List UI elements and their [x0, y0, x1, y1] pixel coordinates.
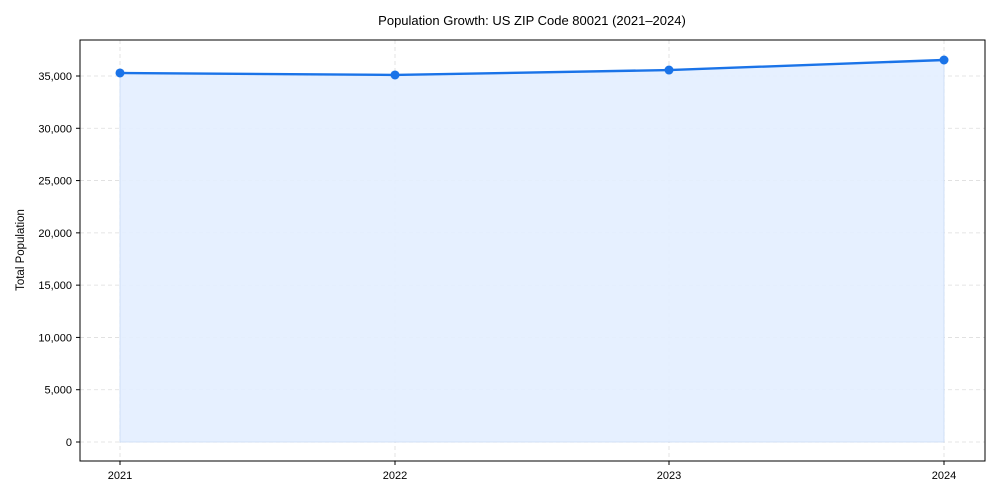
chart-title: Population Growth: US ZIP Code 80021 (20…: [378, 13, 686, 28]
y-tick-label: 5,000: [44, 385, 72, 397]
x-tick-label: 2022: [383, 470, 407, 482]
y-tick-label: 35,000: [38, 71, 72, 83]
plot-frame: [79, 39, 986, 462]
y-tick-label: 25,000: [38, 176, 72, 188]
area-fill: [119, 59, 945, 443]
y-axis-label: Total Population: [15, 209, 27, 291]
y-tick-label: 0: [66, 437, 72, 449]
data-point-marker: [939, 55, 949, 65]
series-line: [119, 58, 945, 77]
y-tick-label: 15,000: [38, 280, 72, 292]
y-tick-label: 10,000: [38, 332, 72, 344]
y-axis: 0 5,000 10,000 15,000 20,000 25,000 30,000 35,0…: [38, 71, 80, 449]
y-tick-label: 30,000: [38, 123, 72, 135]
x-tick-label: 2024: [932, 470, 956, 482]
data-point-marker: [115, 68, 125, 78]
x-axis: 2021 2022 2023 2024: [108, 461, 956, 482]
data-point-marker: [390, 70, 400, 80]
x-tick-label: 2023: [657, 470, 681, 482]
data-point-marker: [664, 65, 674, 75]
data-series: [115, 55, 949, 80]
x-tick-label: 2021: [108, 470, 132, 482]
y-tick-label: 20,000: [38, 228, 72, 240]
